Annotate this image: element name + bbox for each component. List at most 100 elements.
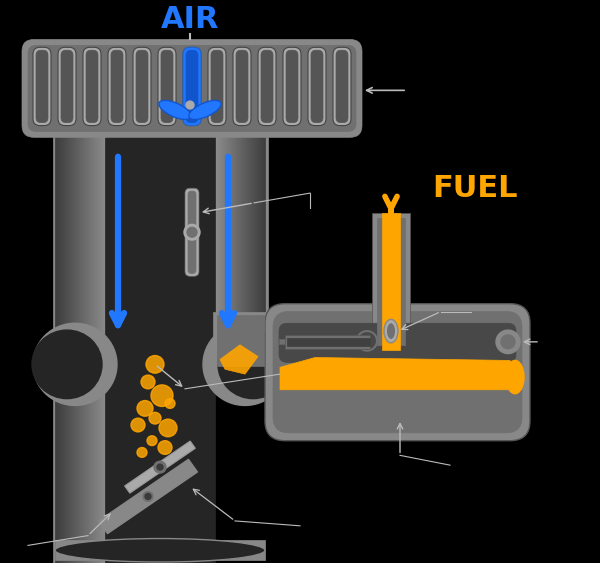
Circle shape	[218, 330, 288, 399]
Bar	[256, 137, 257, 382]
Bar	[235, 137, 236, 382]
FancyBboxPatch shape	[273, 311, 522, 433]
Bar	[81, 137, 82, 563]
Bar	[264, 137, 265, 382]
Bar	[218, 137, 219, 382]
Circle shape	[145, 494, 151, 499]
Bar	[219, 137, 220, 382]
Bar	[94, 137, 95, 563]
Bar	[64, 137, 65, 563]
Bar	[92, 137, 93, 563]
FancyBboxPatch shape	[283, 47, 301, 126]
Bar	[98, 137, 99, 563]
Bar	[100, 137, 101, 563]
Bar	[104, 137, 105, 563]
FancyBboxPatch shape	[261, 50, 273, 123]
FancyBboxPatch shape	[136, 50, 148, 123]
Bar	[85, 137, 86, 563]
Bar	[82, 137, 83, 563]
Bar	[233, 137, 234, 382]
Ellipse shape	[506, 360, 524, 394]
Circle shape	[501, 335, 515, 348]
Bar	[224, 137, 225, 382]
Bar	[69, 137, 70, 563]
Ellipse shape	[357, 331, 377, 351]
Circle shape	[147, 436, 157, 445]
Circle shape	[149, 412, 161, 424]
FancyBboxPatch shape	[58, 47, 76, 126]
Bar	[74, 137, 75, 563]
FancyBboxPatch shape	[161, 50, 173, 123]
Circle shape	[137, 448, 147, 457]
Bar	[238, 137, 239, 382]
Bar	[243, 137, 244, 382]
Bar	[382, 213, 400, 350]
Bar	[77, 137, 78, 563]
Bar	[225, 137, 226, 382]
Circle shape	[165, 399, 175, 408]
Bar	[96, 137, 97, 563]
Bar	[257, 137, 258, 382]
Bar	[63, 137, 64, 563]
Bar	[78, 137, 79, 563]
Bar	[244, 137, 245, 382]
Bar	[250, 137, 251, 382]
Circle shape	[187, 227, 197, 237]
Bar	[217, 315, 264, 367]
Bar	[261, 137, 262, 382]
FancyBboxPatch shape	[265, 303, 530, 441]
Polygon shape	[220, 345, 258, 374]
Circle shape	[146, 356, 164, 373]
Bar	[231, 137, 232, 382]
FancyBboxPatch shape	[83, 47, 101, 126]
FancyBboxPatch shape	[286, 50, 298, 123]
Bar	[230, 137, 231, 382]
Bar	[279, 339, 372, 344]
Bar	[89, 137, 90, 563]
FancyBboxPatch shape	[183, 47, 201, 126]
Bar	[258, 137, 259, 382]
Circle shape	[32, 330, 102, 399]
Bar	[72, 137, 73, 563]
Bar	[83, 137, 84, 563]
Circle shape	[154, 461, 166, 473]
Bar	[262, 137, 263, 382]
FancyBboxPatch shape	[336, 50, 348, 123]
Bar	[236, 137, 237, 382]
Circle shape	[184, 225, 200, 240]
Bar	[252, 137, 253, 382]
Bar	[105, 137, 215, 563]
Bar	[61, 137, 62, 563]
Circle shape	[137, 400, 153, 416]
Bar	[87, 137, 88, 563]
Bar	[101, 137, 102, 563]
Bar	[215, 137, 216, 382]
FancyBboxPatch shape	[208, 47, 226, 126]
Ellipse shape	[384, 319, 398, 343]
Bar	[59, 137, 60, 563]
Circle shape	[143, 491, 153, 501]
Bar	[213, 137, 268, 382]
Circle shape	[496, 330, 520, 354]
Bar	[80, 137, 81, 563]
Bar	[70, 137, 71, 563]
Circle shape	[131, 418, 145, 432]
FancyBboxPatch shape	[133, 47, 151, 126]
FancyBboxPatch shape	[86, 50, 98, 123]
FancyBboxPatch shape	[258, 47, 276, 126]
Circle shape	[186, 101, 194, 109]
Bar	[84, 137, 85, 563]
Bar	[249, 137, 250, 382]
Circle shape	[159, 419, 177, 437]
Bar	[377, 217, 405, 345]
Circle shape	[33, 323, 117, 405]
Bar	[372, 213, 410, 350]
Bar	[56, 137, 57, 563]
Bar	[245, 137, 246, 382]
Bar	[79, 137, 80, 563]
FancyBboxPatch shape	[158, 47, 176, 126]
Bar	[259, 137, 260, 382]
Bar	[241, 137, 242, 382]
Ellipse shape	[159, 100, 191, 119]
Bar	[248, 137, 249, 382]
